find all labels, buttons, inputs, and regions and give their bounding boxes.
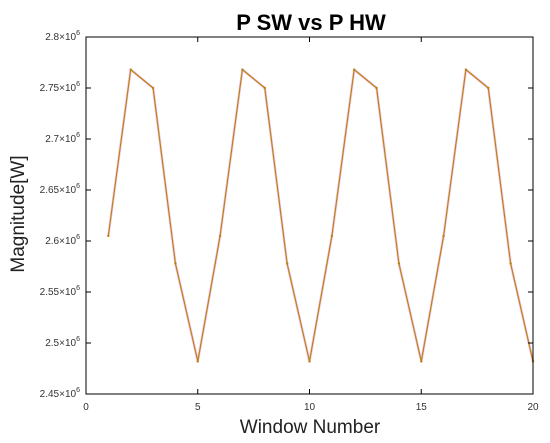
data-point xyxy=(174,262,177,265)
x-axis-label: Window Number xyxy=(240,417,381,438)
series-layer xyxy=(107,68,535,363)
y-tick-label: 2.75×106 xyxy=(40,81,80,94)
data-point xyxy=(420,360,423,363)
y-tick-label: 2.45×106 xyxy=(40,387,80,400)
data-point xyxy=(241,68,244,71)
y-tick-label: 2.7×106 xyxy=(45,132,80,145)
data-point xyxy=(218,234,222,238)
data-point xyxy=(397,262,401,265)
data-point xyxy=(263,86,266,90)
data-point xyxy=(487,86,490,90)
chart-title: P SW vs P HW xyxy=(236,10,386,35)
data-point xyxy=(151,86,155,90)
data-point xyxy=(375,86,378,90)
series-2-line xyxy=(107,68,534,362)
x-tick-label: 5 xyxy=(195,402,201,413)
x-tick-label: 15 xyxy=(416,402,428,413)
data-point xyxy=(107,234,110,238)
x-tick-label: 10 xyxy=(304,402,316,413)
data-point xyxy=(285,262,289,265)
data-point xyxy=(464,68,468,71)
x-axis-ticks: 0 5 10 15 20 xyxy=(83,37,539,413)
y-tick-label: 2.5×106 xyxy=(45,336,80,349)
y-axis-label: Magnitude[W] xyxy=(8,155,29,272)
x-tick-label: 0 xyxy=(83,402,89,413)
y-tick-label: 2.65×106 xyxy=(40,183,80,196)
data-point xyxy=(353,68,356,71)
y-tick-label: 2.8×106 xyxy=(45,30,80,43)
series-1-line xyxy=(107,68,535,363)
data-point xyxy=(196,360,199,363)
data-point xyxy=(442,234,445,238)
y-tick-label: 2.6×106 xyxy=(45,234,80,247)
data-point xyxy=(330,234,334,238)
x-tick-label: 20 xyxy=(527,402,539,413)
y-tick-label: 2.55×106 xyxy=(40,285,80,298)
data-point xyxy=(308,360,311,363)
y-axis-ticks: 2.45×106 2.5×106 2.55×106 2.6×106 2.65×106 2.… xyxy=(40,30,533,400)
data-point xyxy=(129,68,132,71)
data-point xyxy=(509,262,512,265)
